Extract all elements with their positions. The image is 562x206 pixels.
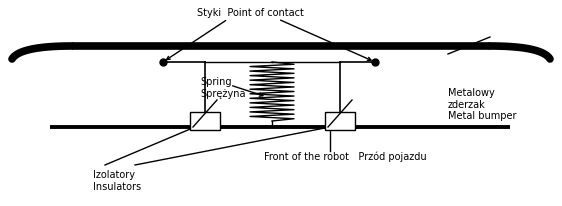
Text: Metalowy
zderzak
Metal bumper: Metalowy zderzak Metal bumper: [448, 88, 516, 121]
Text: Styki  Point of contact: Styki Point of contact: [197, 8, 303, 18]
Text: Izolatory
Insulators: Izolatory Insulators: [93, 169, 141, 191]
Bar: [325, 112, 355, 130]
Text: Spring
Sprężyna: Spring Sprężyna: [200, 77, 246, 98]
Bar: [190, 112, 220, 130]
Text: Front of the robot   Przód pojazdu: Front of the robot Przód pojazdu: [264, 151, 427, 162]
